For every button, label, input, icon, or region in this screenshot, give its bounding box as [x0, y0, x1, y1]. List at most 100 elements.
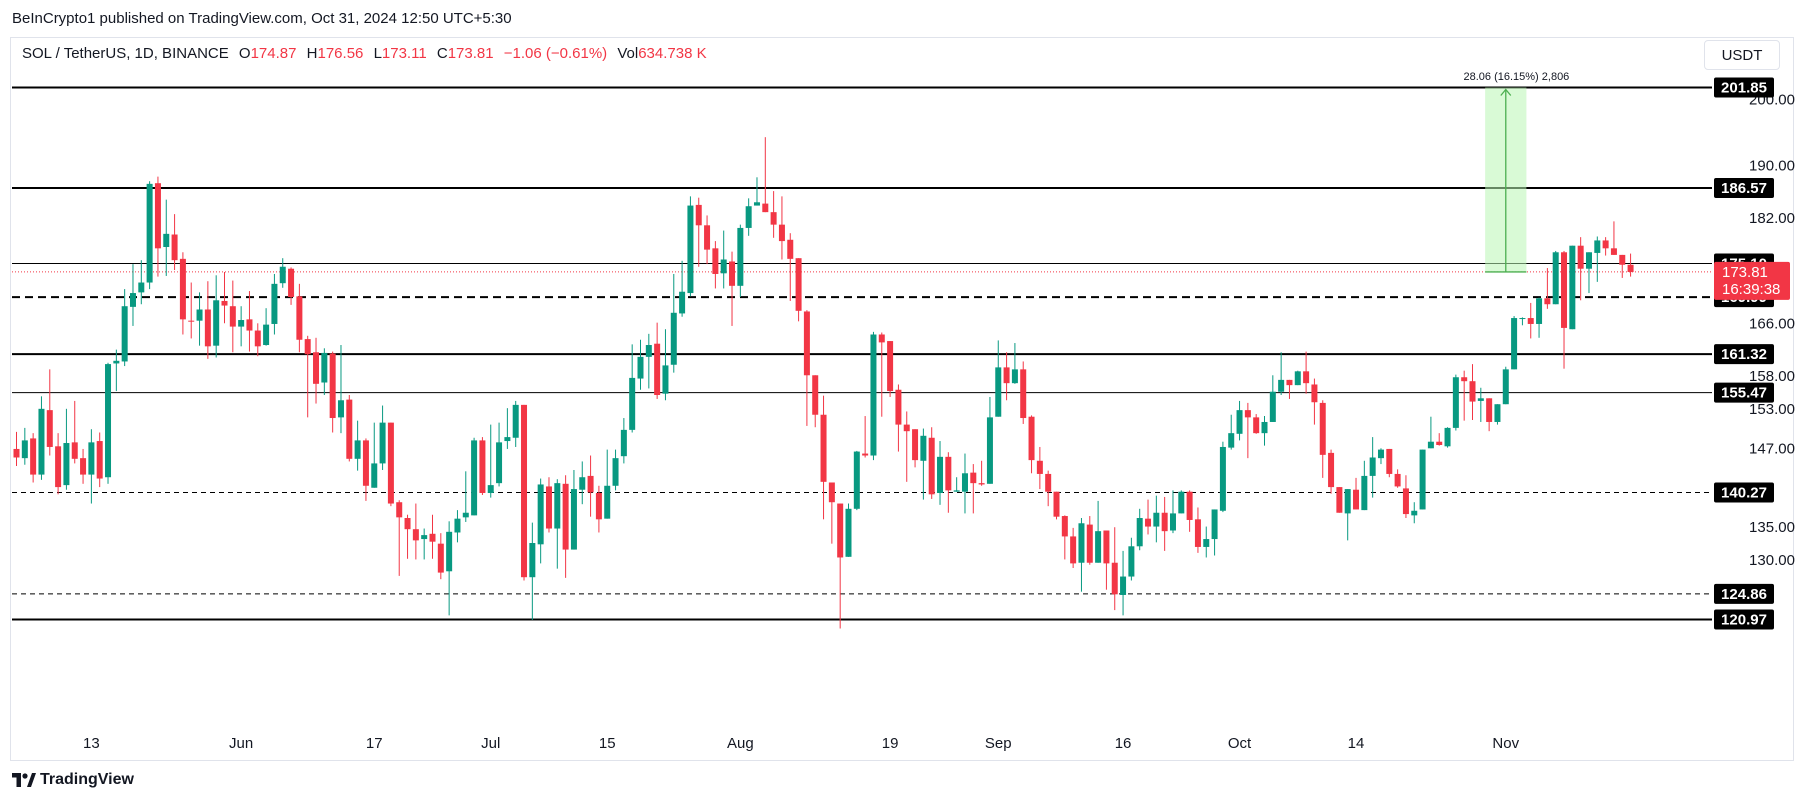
candle-body — [1444, 427, 1451, 447]
candle-body — [1120, 576, 1127, 595]
candle-body — [313, 352, 320, 384]
candle-body — [928, 437, 935, 495]
candle-body — [179, 258, 186, 320]
candle-body — [778, 224, 785, 242]
candle-body — [679, 291, 686, 314]
candle-body — [279, 266, 286, 284]
level-badge — [1714, 344, 1774, 365]
candle-body — [371, 463, 378, 488]
candles — [13, 137, 1634, 629]
y-tick-label: 166.00 — [1749, 315, 1795, 332]
candle-body — [645, 345, 652, 357]
candle-body — [1427, 441, 1434, 449]
candle-body — [1111, 562, 1118, 595]
change-value: −1.06 (−0.61%) — [503, 45, 608, 62]
candle-body — [1602, 240, 1609, 249]
candle-body — [737, 227, 744, 286]
currency-button[interactable]: USDT — [1704, 40, 1780, 70]
candle-body — [1502, 369, 1509, 405]
x-tick-label: Jul — [481, 735, 500, 752]
low-value: 173.11 — [381, 45, 427, 62]
candle-body — [787, 239, 794, 259]
tradingview-logo-icon — [12, 773, 36, 787]
candle-body — [762, 203, 769, 213]
level-badge-label: 201.85 — [1721, 80, 1767, 97]
candle-body — [346, 399, 353, 459]
candle-body — [795, 258, 802, 311]
candle-body — [196, 309, 203, 321]
candle-body — [1036, 460, 1043, 474]
candle-body — [729, 261, 736, 286]
low-label: L — [373, 45, 382, 62]
candle-body — [1369, 457, 1376, 476]
candle-body — [595, 493, 602, 520]
candle-body — [96, 441, 103, 479]
candle-body — [654, 343, 661, 396]
candle-body — [1353, 489, 1360, 510]
candle-body — [579, 477, 586, 490]
candle-body — [1461, 377, 1468, 382]
candle-body — [21, 440, 28, 459]
candle-body — [337, 400, 344, 418]
tradingview-logo-text: TradingView — [40, 771, 134, 788]
candle-body — [912, 429, 919, 461]
candle-body — [71, 442, 78, 459]
measure-label: 28.06 (16.15%) 2,806 — [1464, 71, 1570, 83]
candle-body — [329, 353, 336, 419]
price-badges: 201.85186.57175.10169.99161.32155.47140.… — [1714, 77, 1790, 630]
candle-body — [945, 456, 952, 491]
candle-body — [554, 483, 561, 529]
candle-body — [379, 422, 386, 464]
candle-body — [986, 417, 993, 484]
volume-label: Vol — [617, 45, 639, 62]
open-label: O — [238, 45, 251, 62]
candle-body — [446, 531, 453, 572]
last-price-label: 173.81 — [1722, 264, 1768, 281]
candle-body — [853, 451, 860, 509]
candle-body — [1169, 513, 1176, 531]
candle-body — [1228, 433, 1235, 448]
candle-body — [1078, 523, 1085, 563]
x-tick-label: Oct — [1228, 735, 1252, 752]
candle-body — [396, 502, 403, 518]
symbol-name[interactable]: SOL / TetherUS, 1D, BINANCE — [22, 45, 229, 62]
candle-body — [995, 367, 1002, 417]
candle-body — [1585, 252, 1592, 269]
candle-body — [1552, 252, 1559, 305]
level-badge — [1714, 382, 1774, 403]
candle-body — [1511, 318, 1518, 370]
candle-body — [1045, 473, 1052, 492]
candle-body — [229, 306, 236, 327]
candle-body — [1311, 384, 1318, 403]
candle-body — [1211, 509, 1218, 540]
candle-body — [362, 440, 369, 486]
candle-body — [171, 234, 178, 261]
candle-body — [770, 212, 777, 225]
candle-body — [828, 482, 835, 503]
candle-body — [1386, 448, 1393, 474]
candle-body — [1053, 491, 1060, 517]
candle-body — [662, 365, 669, 394]
candle-body — [204, 309, 211, 347]
x-tick-label: Jun — [229, 735, 253, 752]
tradingview-logo[interactable]: TradingView — [12, 771, 134, 789]
y-tick-label: 147.00 — [1749, 440, 1795, 457]
x-tick-label: 15 — [599, 735, 616, 752]
publisher-line: BeInCrypto1 published on TradingView.com… — [12, 10, 512, 27]
y-tick-label: 190.00 — [1749, 157, 1795, 174]
candle-body — [1377, 449, 1384, 459]
open-value: 174.87 — [250, 45, 297, 62]
candle-body — [695, 204, 702, 226]
candle-body — [545, 486, 552, 529]
candle-body — [1294, 371, 1301, 386]
candle-body — [1319, 402, 1326, 455]
candle-body — [1061, 516, 1068, 537]
x-tick-label: 16 — [1115, 735, 1132, 752]
price-axis: 130.00 135.00 147.00 153.00 158.00 166.00 182.… — [1749, 92, 1795, 569]
time-axis: 13 Jun 17 Jul 15 Aug 19 Sep 16 Oct 14 Nov — [83, 735, 1520, 752]
candle-body — [1619, 254, 1626, 265]
candle-body — [121, 306, 128, 362]
candle-body — [263, 324, 270, 346]
level-badge — [1714, 77, 1774, 98]
